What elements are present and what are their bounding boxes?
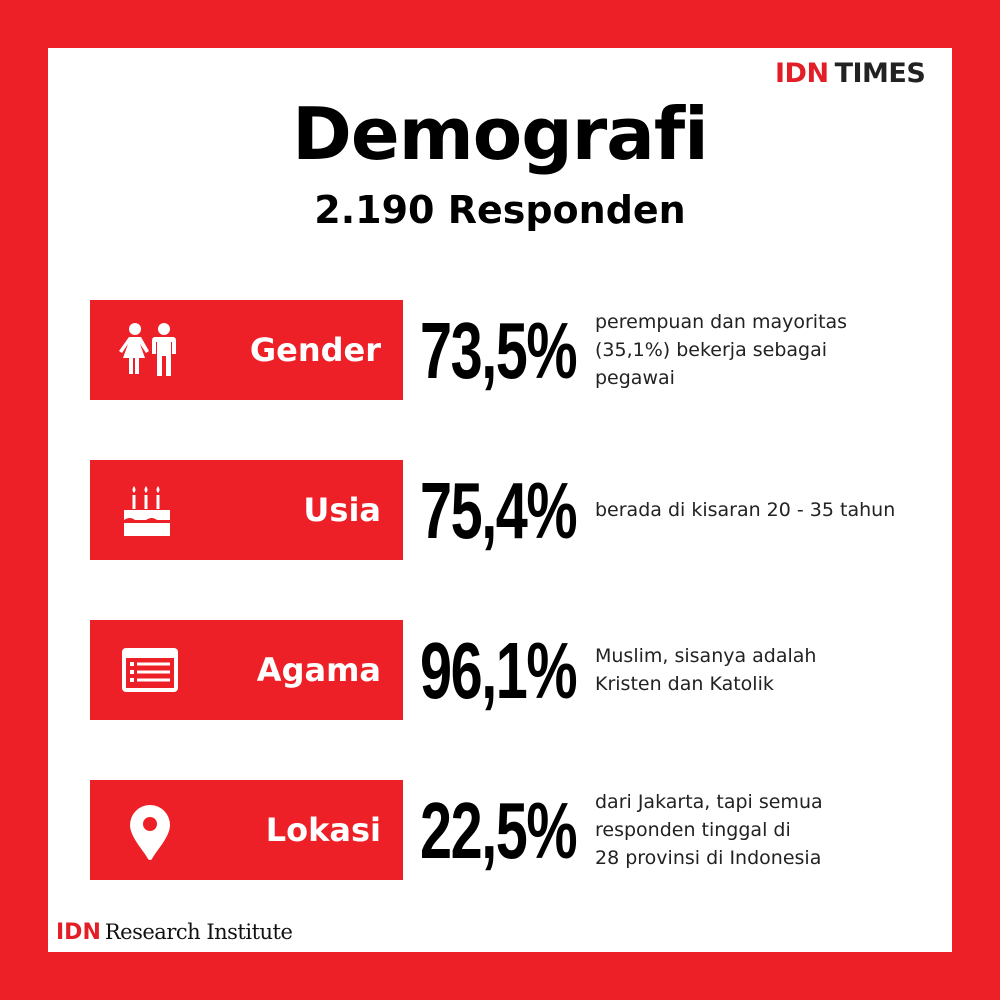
logo-times: TIMES <box>834 58 926 89</box>
description-agama: Muslim, sisanya adalah Kristen dan Katol… <box>595 645 817 695</box>
footer-institute: Research Institute <box>104 920 293 944</box>
stat-row-lokasi: Lokasi 22,5% dari Jakarta, tapi semua re… <box>90 780 950 880</box>
birthday-cake-icon <box>124 486 170 536</box>
percent-gender: 73,5% <box>420 306 578 395</box>
stat-row-gender: Gender 73,5% perempuan dan mayoritas (35… <box>90 300 950 400</box>
label-box-usia: Usia <box>90 460 403 560</box>
description-gender: perempuan dan mayoritas (35,1%) bekerja … <box>595 311 848 389</box>
idn-times-logo: IDN TIMES <box>775 58 926 89</box>
stat-row-usia: Usia 75,4% berada di kisaran 20 - 35 tah… <box>90 460 950 560</box>
percent-usia: 75,4% <box>420 466 578 555</box>
list-card-icon <box>122 648 178 692</box>
label-lokasi: Lokasi <box>265 811 381 849</box>
footer-idn: IDN <box>56 920 101 945</box>
label-gender: Gender <box>249 331 381 369</box>
page-subtitle: 2.190 Responden <box>314 188 686 232</box>
logo-idn: IDN <box>775 58 829 89</box>
label-box-lokasi: Lokasi <box>90 780 403 880</box>
people-icon <box>119 323 176 376</box>
label-box-agama: Agama <box>90 620 403 720</box>
page-title: Demografi <box>292 92 709 176</box>
label-agama: Agama <box>256 651 381 689</box>
percent-lokasi: 22,5% <box>420 786 578 875</box>
description-lokasi: dari Jakarta, tapi semua responden tingg… <box>595 791 823 869</box>
label-usia: Usia <box>303 491 381 529</box>
label-box-gender: Gender <box>90 300 403 400</box>
stat-row-agama: Agama 96,1% Muslim, sisanya adalah Krist… <box>90 620 950 720</box>
description-usia: berada di kisaran 20 - 35 tahun <box>595 499 896 521</box>
idn-research-institute-logo: IDN Research Institute <box>56 920 293 945</box>
percent-agama: 96,1% <box>420 626 578 715</box>
location-pin-icon <box>130 805 170 860</box>
